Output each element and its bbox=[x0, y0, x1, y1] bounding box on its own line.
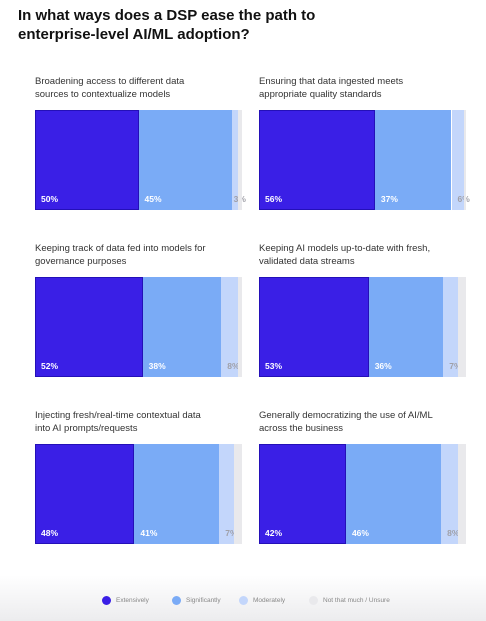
legend-marker bbox=[102, 596, 111, 605]
legend-label: Extensively bbox=[116, 597, 149, 604]
bar-segment bbox=[451, 110, 464, 210]
bar-segment bbox=[237, 277, 242, 377]
bar-segment bbox=[374, 110, 452, 210]
bar-segment bbox=[142, 277, 222, 377]
value-label: 41% bbox=[140, 528, 158, 538]
value-label: 53% bbox=[265, 361, 283, 371]
panel-title: Broadening access to different data sour… bbox=[35, 76, 185, 100]
bar-segment bbox=[457, 277, 466, 377]
bar-segment bbox=[219, 444, 234, 544]
legend-marker bbox=[172, 596, 181, 605]
bar-segment bbox=[259, 444, 346, 544]
bar-segment bbox=[443, 277, 458, 377]
bar-segment bbox=[463, 110, 466, 210]
value-label: 38% bbox=[148, 361, 166, 371]
panel-title: Keeping track of data fed into models fo… bbox=[35, 243, 206, 267]
bar-segment bbox=[134, 444, 220, 544]
value-label: 50% bbox=[41, 194, 59, 204]
bar-segment bbox=[441, 444, 458, 544]
value-label: 42% bbox=[265, 528, 283, 538]
value-label: 52% bbox=[41, 361, 59, 371]
legend-marker bbox=[309, 596, 318, 605]
value-label: 7% bbox=[225, 528, 238, 538]
value-label: 45% bbox=[144, 194, 162, 204]
bar-segment bbox=[231, 110, 238, 210]
value-label: 36% bbox=[374, 361, 392, 371]
bar-segment bbox=[457, 444, 466, 544]
bar-segment bbox=[233, 444, 242, 544]
bar-segment bbox=[221, 277, 238, 377]
bar-segment bbox=[138, 110, 232, 210]
value-label: 48% bbox=[41, 528, 59, 538]
legend-label: Not that much / Unsure bbox=[323, 597, 390, 604]
legend-label: Significantly bbox=[186, 597, 221, 604]
legend-marker bbox=[239, 596, 248, 605]
bar-segment bbox=[35, 444, 135, 544]
panel-title: Injecting fresh/real-time contextual dat… bbox=[35, 410, 201, 434]
bar-segment bbox=[345, 444, 442, 544]
value-label: 7% bbox=[449, 361, 462, 371]
bar-segment bbox=[368, 277, 444, 377]
panel-title: Ensuring that data ingested meets approp… bbox=[259, 76, 404, 100]
legend-label: Moderately bbox=[253, 597, 286, 604]
panel-title: Generally democratizing the use of AI/ML… bbox=[259, 410, 433, 434]
value-label: 8% bbox=[227, 361, 240, 371]
value-label: 56% bbox=[265, 194, 283, 204]
bar-segment bbox=[35, 110, 139, 210]
panel-title: Keeping AI models up-to-date with fresh,… bbox=[259, 243, 431, 267]
bar-segment bbox=[259, 110, 375, 210]
bar-segment bbox=[35, 277, 143, 377]
value-label: 46% bbox=[351, 528, 369, 538]
value-label: 8% bbox=[447, 528, 460, 538]
value-label: 37% bbox=[380, 194, 398, 204]
chart-title: In what ways does a DSP ease the path to… bbox=[18, 7, 316, 43]
bar-segment bbox=[237, 110, 242, 210]
value-label: 6% bbox=[458, 194, 470, 204]
bar-segment bbox=[259, 277, 369, 377]
